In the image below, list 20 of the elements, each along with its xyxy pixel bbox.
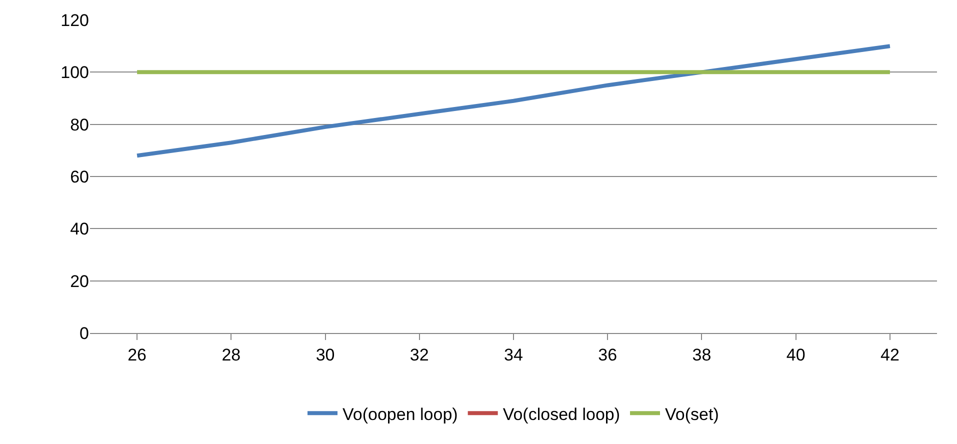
y-tick-label: 80: [70, 115, 89, 134]
x-tick-label: 32: [410, 345, 429, 364]
x-tick-label: 34: [504, 345, 523, 364]
x-tick-label: 30: [316, 345, 335, 364]
legend-label: Vo(closed loop): [502, 404, 620, 424]
line-series: [135, 44, 892, 158]
legend-label: Vo(set): [665, 404, 719, 424]
legend-label: Vo(oopen loop): [342, 404, 458, 424]
x-tick-label: 28: [222, 345, 241, 364]
y-tick-label: 100: [60, 63, 89, 82]
x-tick-label: 40: [786, 345, 806, 364]
y-tick-label: 60: [70, 167, 89, 186]
x-tick-label: 26: [128, 345, 147, 364]
x-tick-label: 36: [598, 345, 618, 364]
y-tick-label: 120: [60, 10, 89, 30]
y-tick-label: 40: [70, 220, 89, 239]
y-tick-label: 20: [70, 272, 89, 291]
x-tick-label: 38: [692, 345, 712, 364]
x-tick-label: 42: [880, 345, 900, 364]
y-tick-label: 0: [80, 324, 89, 343]
